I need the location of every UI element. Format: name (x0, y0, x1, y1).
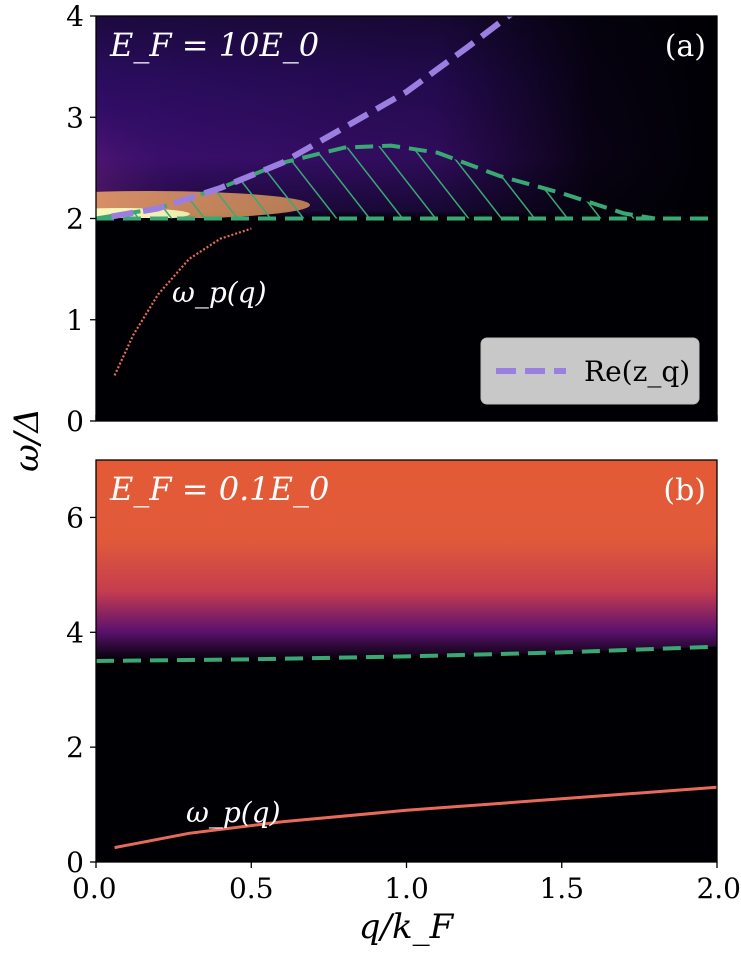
panel-b-plasmon-label: ω_p(q) (186, 796, 281, 829)
continuum-hatch (96, 145, 655, 219)
panel-a-tag: (a) (665, 29, 706, 64)
a-ytick-label: 4 (66, 0, 84, 33)
panel-a-legend: Re(z_q) (480, 337, 700, 405)
plasmon-a-line (113, 227, 252, 376)
panel-b: 0 2 4 6 0.0 0.5 1.0 1.5 2.0 (b) E_F = 0.1E_0 ω_p… (66, 459, 741, 905)
panel-a-plasmon-label: ω_p(q) (172, 276, 267, 309)
continuum-upper-line (96, 143, 656, 221)
a-ytick-label: 0 (66, 405, 84, 438)
panel-b-annotation: E_F = 0.1E_0 (109, 470, 329, 508)
a-ytick-label: 3 (66, 101, 84, 134)
b-ytick-label: 0 (66, 846, 84, 879)
a-ytick-label: 2 (66, 203, 84, 236)
b-xtick-label: 0.5 (229, 872, 274, 905)
b-ytick-label: 4 (66, 616, 84, 649)
b-ytick-label: 2 (66, 731, 84, 764)
re-zq-line (110, 16, 514, 220)
b-xtick-label: 1.5 (539, 872, 584, 905)
b-xtick-label: 2.0 (696, 872, 741, 905)
legend-label-re-zq: Re(z_q) (584, 355, 690, 388)
x-axis-label: q/k_F (359, 907, 455, 947)
b-ytick-label: 6 (66, 501, 84, 534)
continuum-edge-line (96, 644, 717, 663)
b-xtick-label: 1.0 (384, 872, 429, 905)
y-axis-label: ω/Δ (7, 408, 47, 472)
panel-a-annotation: E_F = 10E_0 (109, 26, 319, 64)
panel-b-continuum-fill (96, 460, 717, 661)
b-xtick-label: 0.0 (72, 872, 117, 905)
a-ytick-label: 1 (66, 304, 84, 337)
panel-b-tag: (b) (663, 473, 706, 508)
panel-a: 0 1 2 3 4 (a) E_F = 10E_0 ω_p(q) Re(z_q) (66, 0, 718, 438)
plasmon-b-line (114, 785, 717, 850)
legend-box (480, 337, 700, 405)
